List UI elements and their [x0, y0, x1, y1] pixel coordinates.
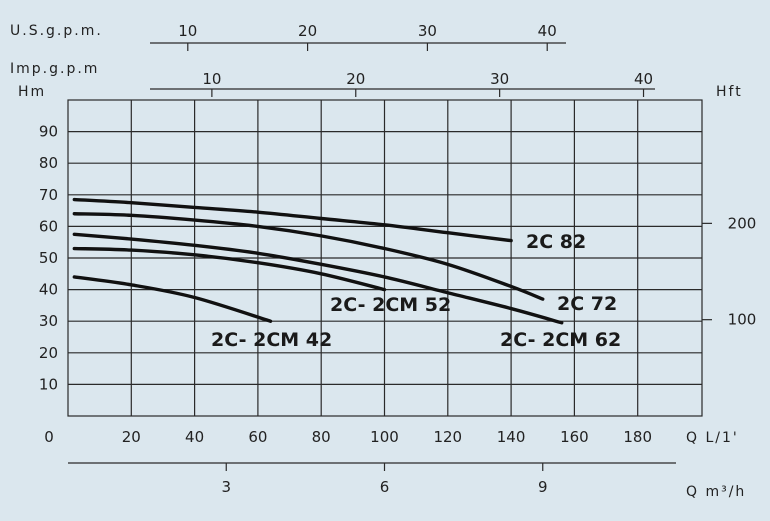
imp-gpm-axis-label: Imp.g.p.m: [10, 61, 99, 77]
curve-2c-2cm-42: [72, 275, 273, 323]
series: 2C 82 2C 72 2C- 2CM 62 2C- 2CM 52 2C- 2CM 42: [72, 197, 621, 351]
m3h-axis-label: Q m³/h: [686, 484, 746, 500]
curve-2c-2cm-52: [72, 246, 387, 292]
us-gpm-axis-label: U.S.g.p.m.: [10, 23, 103, 39]
curve-label-2c-72: 2C 72: [557, 293, 617, 315]
curve-2c-82: [72, 197, 513, 243]
y2-axis-label-hft: Hft: [716, 84, 743, 100]
us-gpm-tick-label: 10: [178, 22, 197, 40]
curve-2c-2cm-62: [72, 232, 564, 325]
us-gpm-tick-label: 40: [538, 22, 557, 40]
imp-gpm-tick-label: 40: [634, 70, 653, 88]
imp-gpm-tick-label: 30: [490, 70, 509, 88]
x-tick-label: 100: [370, 428, 399, 446]
y-tick-label: 20: [39, 344, 58, 362]
curve-label-2c-2cm-42: 2C- 2CM 42: [211, 329, 332, 351]
imp-gpm-tick-label: 20: [346, 70, 365, 88]
curve-label-2c-2cm-52: 2C- 2CM 52: [330, 294, 451, 316]
x-tick-label: 60: [248, 428, 267, 446]
y-tick-label: 80: [39, 154, 58, 172]
grid: [68, 100, 702, 416]
hft-tick-label: 200: [728, 214, 757, 232]
m3h-tick-label: 9: [538, 478, 548, 496]
x-tick-label: 40: [185, 428, 204, 446]
x-tick-label: 80: [312, 428, 331, 446]
us-gpm-tick-label: 30: [418, 22, 437, 40]
hft-tick-label: 100: [728, 311, 757, 329]
y-tick-label: 90: [39, 123, 58, 141]
x-tick-label: 160: [560, 428, 589, 446]
y-tick-label: 70: [39, 186, 58, 204]
x-tick-label: 140: [497, 428, 526, 446]
m3h-tick-label: 6: [380, 478, 390, 496]
tick-labels: 20 40 60 80 100 120 140 160 18010203040506070809…: [39, 22, 756, 496]
curve-label-2c-2cm-62: 2C- 2CM 62: [500, 329, 621, 351]
y-tick-label: 30: [39, 312, 58, 330]
y-axis-label-hm: Hm: [18, 84, 46, 100]
x-axis-label: Q L/1': [686, 430, 739, 446]
plot-frame: [67, 99, 703, 417]
x-tick-label: 120: [433, 428, 462, 446]
y-tick-label: 60: [39, 217, 58, 235]
y-tick-label: 40: [39, 281, 58, 299]
y-tick-label: 10: [39, 375, 58, 393]
us-gpm-tick-label: 20: [298, 22, 317, 40]
x-tick-label: 180: [623, 428, 652, 446]
curve-label-2c-82: 2C 82: [526, 231, 586, 253]
origin-label: 0: [44, 428, 54, 446]
axes: [67, 42, 712, 471]
m3h-tick-label: 3: [221, 478, 231, 496]
x-tick-label: 20: [122, 428, 141, 446]
curve-2c-72: [72, 212, 545, 301]
y-tick-label: 50: [39, 249, 58, 267]
imp-gpm-tick-label: 10: [202, 70, 221, 88]
